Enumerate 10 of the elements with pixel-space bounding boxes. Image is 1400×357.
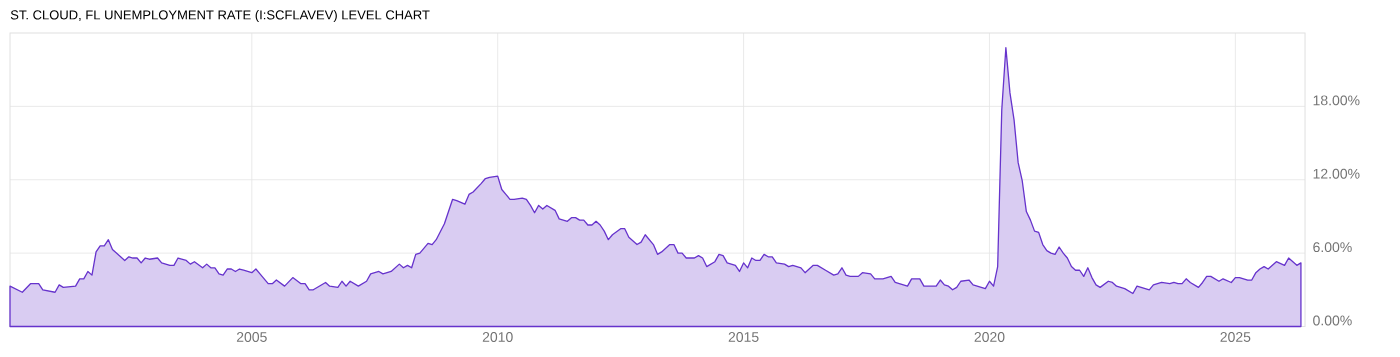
y-tick-label: 12.00% [1313,168,1360,179]
y-tick-label: 6.00% [1313,242,1352,253]
x-tick-label: 2020 [974,332,1005,342]
x-tick-label: 2025 [1220,332,1251,342]
y-tick-label: 18.00% [1313,95,1360,106]
x-tick-label: 2015 [728,332,759,342]
y-tick-label: 0.00% [1313,315,1352,326]
x-tick-label: 2005 [236,332,267,342]
chart-title: ST. CLOUD, FL UNEMPLOYMENT RATE (I:SCFLAVEV) LEVEL CHART [10,9,430,23]
x-tick-label: 2010 [482,332,513,342]
